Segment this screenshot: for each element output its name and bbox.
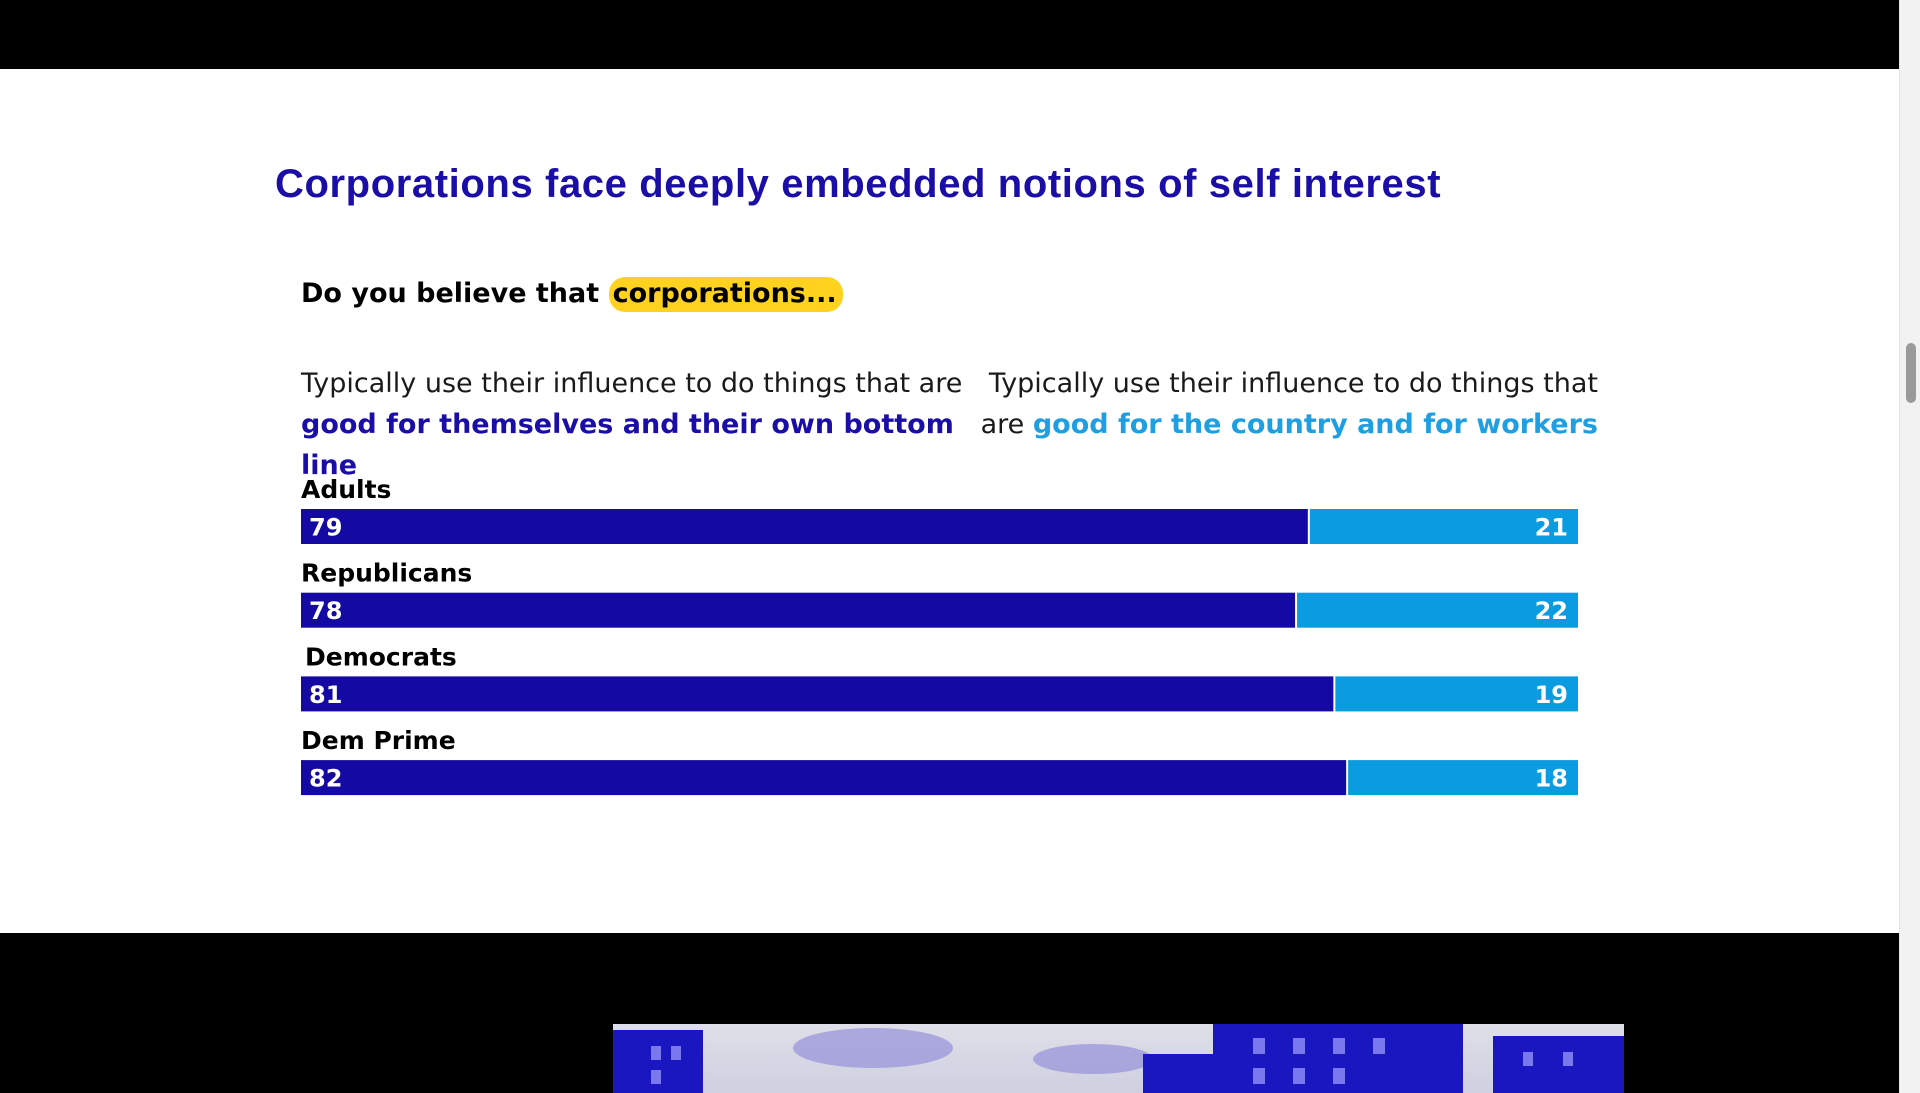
data-label: 78 — [309, 597, 342, 625]
photo-cloud — [793, 1028, 953, 1068]
data-label: 82 — [309, 765, 342, 793]
photo-window — [671, 1046, 681, 1060]
legend-right-text: Typically use their influence to do thin… — [980, 368, 1598, 440]
bar-country-workers — [1335, 676, 1578, 712]
scrollbar-thumb[interactable] — [1906, 343, 1916, 403]
data-label: 22 — [1535, 597, 1568, 625]
data-label: 79 — [309, 514, 342, 542]
photo-window — [1253, 1068, 1265, 1084]
bar-self-interest — [301, 676, 1334, 712]
category-label: Democrats — [305, 642, 457, 671]
bar-country-workers — [1297, 592, 1578, 628]
bar-self-interest — [301, 509, 1308, 544]
category-label: Adults — [301, 475, 391, 504]
question-highlight: corporations... — [608, 277, 843, 312]
photo-building — [1493, 1036, 1624, 1093]
category-label: Republicans — [301, 559, 472, 588]
data-label: 21 — [1535, 514, 1568, 542]
photo-window — [1293, 1068, 1305, 1084]
legend-left: Typically use their influence to do thin… — [301, 363, 981, 486]
legend-right-emphasis: good for the country and for workers — [1032, 409, 1598, 440]
bar-self-interest — [301, 592, 1296, 628]
city-photo — [613, 1024, 1624, 1093]
photo-window — [1333, 1068, 1345, 1084]
bar-country-workers — [1348, 760, 1578, 796]
legend-right: Typically use their influence to do thin… — [978, 363, 1598, 445]
photo-window — [1293, 1038, 1305, 1054]
headline: Corporations face deeply embedded notion… — [275, 162, 1442, 206]
photo-building — [1143, 1054, 1213, 1093]
photo-window — [1253, 1038, 1265, 1054]
photo-window — [651, 1070, 661, 1084]
photo-window — [1373, 1038, 1385, 1054]
bar-self-interest — [301, 760, 1347, 796]
question: Do you believe that corporations... — [301, 277, 843, 312]
photo-window — [1523, 1052, 1533, 1066]
question-prefix: Do you believe that — [301, 278, 600, 309]
data-label: 81 — [309, 681, 342, 709]
photo-cloud — [1033, 1044, 1153, 1074]
legend-left-text: Typically use their influence to do thin… — [301, 368, 963, 399]
category-label: Dem Prime — [301, 726, 456, 755]
data-label: 18 — [1535, 765, 1568, 793]
photo-window — [1333, 1038, 1345, 1054]
legend-left-emphasis: good for themselves and their own bottom… — [301, 409, 954, 481]
scrollbar[interactable] — [1899, 0, 1920, 1093]
data-label: 19 — [1535, 681, 1568, 709]
bar-country-workers — [1309, 509, 1578, 544]
photo-window — [651, 1046, 661, 1060]
photo-window — [1563, 1052, 1573, 1066]
